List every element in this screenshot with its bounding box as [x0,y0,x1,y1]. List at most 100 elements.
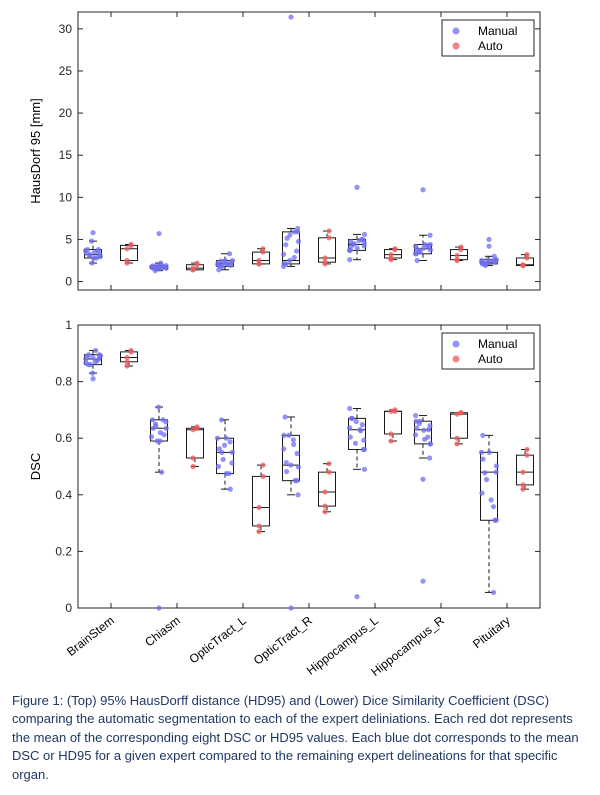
auto-point [322,259,328,265]
manual-point [221,442,228,448]
manual-point [294,478,300,484]
legend-marker-manual [452,340,460,348]
legend-label-auto: Auto [478,39,503,53]
manual-point [84,354,90,360]
manual-point [286,432,292,438]
auto-point [128,242,134,248]
manual-point [95,248,101,254]
manual-point [223,435,229,441]
manual-point [291,441,297,448]
manual-point [348,415,355,421]
manual-point [490,504,497,510]
manual-point [412,432,419,438]
auto-box [186,427,204,459]
auto-point [520,262,526,268]
manual-point [88,238,95,244]
manual-point [159,469,165,475]
y-tick-label: 0 [65,275,72,289]
manual-outlier [288,605,294,611]
manual-point [148,434,155,440]
legend-marker-manual [452,27,460,35]
manual-outlier [90,376,96,382]
auto-point [454,252,460,259]
manual-point [283,459,289,466]
auto-point [256,504,262,511]
manual-point [291,254,297,261]
manual-point [163,425,169,431]
auto-point [256,523,262,529]
manual-point [352,440,359,446]
manual-outlier [420,476,426,482]
manual-point [361,243,367,249]
manual-point [413,251,419,257]
manual-point [294,450,300,457]
manual-point [427,455,433,461]
manual-point [488,497,494,503]
manual-point [281,446,287,452]
y-tick-label: 0.4 [55,488,72,502]
legend-marker-auto [452,355,460,363]
manual-point [226,251,233,257]
manual-point [281,261,287,267]
manual-point [482,470,488,476]
manual-point [83,360,89,366]
manual-outlier [156,230,162,237]
manual-point [295,464,302,470]
manual-point [217,263,223,270]
manual-point [346,425,353,431]
auto-point [190,427,196,433]
manual-point [361,231,368,237]
manual-point [218,417,225,423]
legend-label-manual: Manual [478,24,517,38]
manual-point [359,422,365,428]
manual-point [414,425,420,431]
manual-point [290,437,296,443]
manual-point [282,414,288,420]
figure-caption: Figure 1: (Top) 95% HausDorff distance (… [12,693,579,782]
auto-point [322,255,328,261]
manual-point [295,492,301,498]
auto-box [384,410,402,435]
manual-point [353,418,359,425]
auto-point [260,249,266,255]
manual-point [227,439,233,445]
manual-point [158,263,164,269]
x-tick-label: Hippocampus_R [368,613,447,679]
manual-point [347,257,353,263]
manual-point [414,257,420,264]
legend-label-manual: Manual [478,337,517,351]
manual-point [479,257,485,264]
auto-point [520,469,526,475]
manual-point [346,247,353,254]
y-tick-label: 15 [59,148,73,162]
manual-box [282,434,300,482]
auto-point [322,509,328,515]
auto-point [124,354,130,361]
legend-box [441,332,535,370]
x-tick-label: OpticTract_L [186,613,249,666]
auto-point [524,446,530,453]
x-tick-label: BrainStem [64,613,117,659]
manual-point [479,490,485,496]
manual-point [361,466,368,472]
manual-point [361,446,367,453]
legend-box [441,19,535,57]
manual-outlier [354,184,360,190]
auto-point [194,425,200,431]
manual-point [427,247,434,253]
manual-point [295,238,302,245]
manual-outlier [288,14,294,20]
manual-outlier [420,578,426,584]
manual-point [480,456,486,462]
auto-point [190,455,196,461]
manual-point [413,243,419,249]
manual-point [221,259,227,265]
manual-point [88,362,94,368]
manual-point [215,463,222,470]
auto-point [520,486,526,492]
auto-point [326,469,332,475]
y-tick-label: 0.2 [55,544,72,558]
auto-box [450,412,468,439]
manual-point [229,460,235,466]
